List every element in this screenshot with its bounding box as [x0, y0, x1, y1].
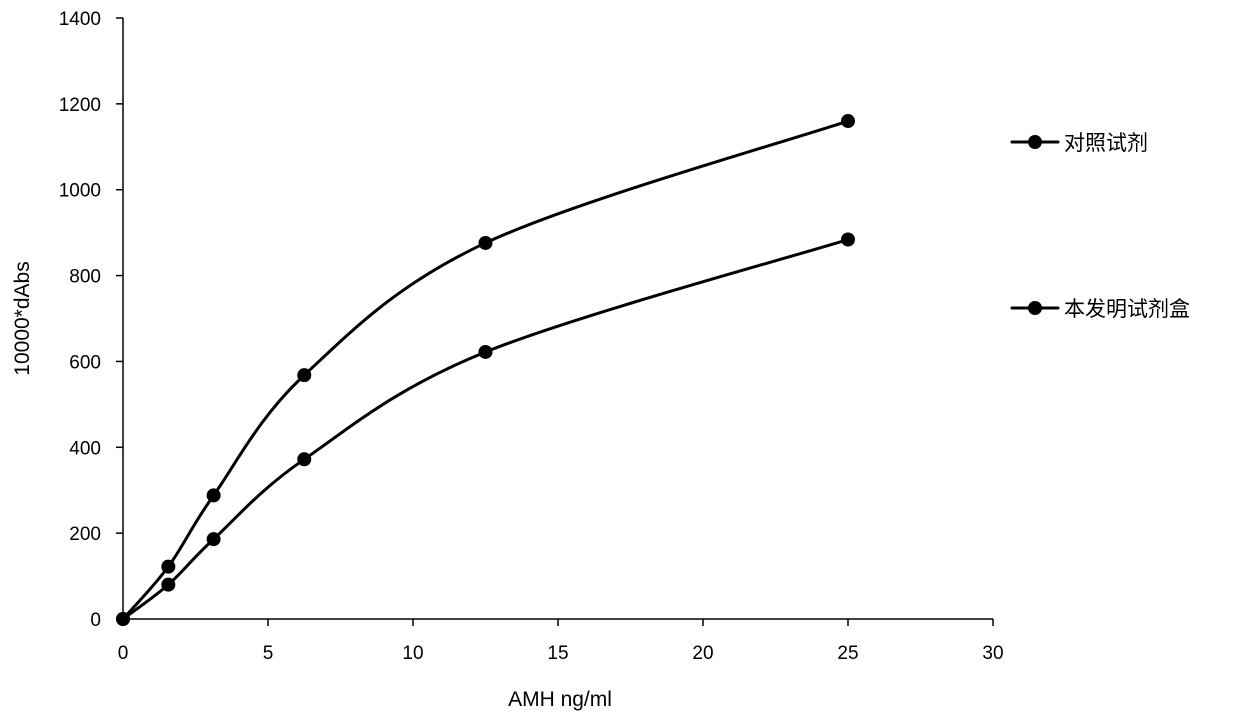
data-point [841, 233, 855, 247]
data-point [297, 452, 311, 466]
y-ticks: 0 200 400 600 800 1000 1200 1400 [59, 9, 123, 631]
y-tick-label: 1000 [59, 181, 101, 202]
y-tick-label: 600 [69, 352, 101, 373]
series-line [123, 121, 848, 619]
data-point [841, 114, 855, 128]
data-point [479, 236, 493, 250]
x-ticks: 0 5 10 15 20 25 30 [118, 619, 1004, 664]
legend-label: 本发明试剂盒 [1064, 297, 1190, 321]
y-tick-label: 200 [69, 524, 101, 545]
series-group [116, 114, 855, 626]
x-tick-label: 10 [402, 643, 423, 664]
y-tick-label: 1400 [59, 9, 101, 30]
data-point [116, 612, 130, 626]
y-tick-label: 800 [69, 267, 101, 288]
y-tick-label: 0 [90, 610, 101, 631]
data-point [161, 560, 175, 574]
data-point [207, 488, 221, 502]
x-tick-label: 25 [837, 643, 858, 664]
legend-label: 对照试剂 [1064, 131, 1148, 155]
x-tick-label: 0 [118, 643, 129, 664]
legend-marker [1028, 135, 1042, 149]
y-tick-label: 1200 [59, 95, 101, 116]
data-point [207, 532, 221, 546]
legend-item: 对照试剂 [1012, 131, 1148, 155]
x-tick-label: 30 [982, 643, 1003, 664]
legend-marker [1028, 301, 1042, 315]
x-tick-label: 20 [692, 643, 713, 664]
legend-item: 本发明试剂盒 [1012, 297, 1190, 321]
x-tick-label: 15 [547, 643, 568, 664]
series-line [123, 240, 848, 619]
series-1 [116, 114, 855, 626]
data-point [297, 368, 311, 382]
x-axis-title: AMH ng/ml [508, 688, 612, 711]
legend: 对照试剂本发明试剂盒 [1012, 131, 1190, 321]
axes [123, 18, 993, 619]
series-2 [116, 233, 855, 626]
x-tick-label: 5 [263, 643, 274, 664]
y-axis-title: 10000*dAbs [11, 261, 34, 375]
data-point [161, 578, 175, 592]
y-tick-label: 400 [69, 438, 101, 459]
data-point [479, 345, 493, 359]
